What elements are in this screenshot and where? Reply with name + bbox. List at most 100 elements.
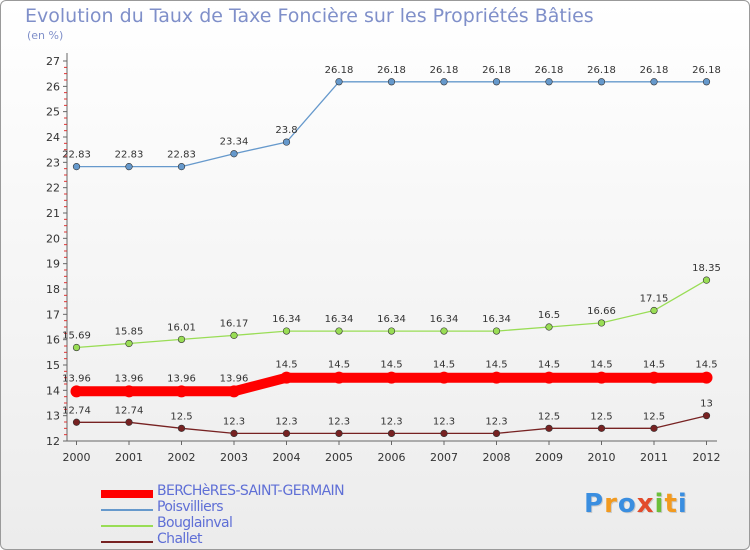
legend-swatch <box>101 525 153 527</box>
data-label-challet: 12.3 <box>485 416 507 427</box>
data-point-poisvilliers <box>230 150 238 158</box>
chart-title: Evolution du Taux de Taxe Foncière sur l… <box>25 5 594 27</box>
data-label-challet: 12.74 <box>62 405 91 416</box>
data-point-poisvilliers <box>125 163 133 171</box>
data-point-poisvilliers <box>492 78 501 86</box>
data-point-challet <box>282 429 291 438</box>
data-point-challet <box>492 429 501 438</box>
data-point-poisvilliers <box>702 78 711 86</box>
data-label-berch-res-saint-germain: 14.5 <box>590 360 612 371</box>
data-point-berch-res-saint-germain <box>280 371 293 384</box>
data-point-challet <box>72 418 81 426</box>
data-label-poisvilliers: 26.18 <box>377 65 406 76</box>
data-point-challet <box>440 429 448 438</box>
data-point-challet <box>545 424 553 432</box>
data-point-berch-res-saint-germain <box>543 371 555 384</box>
logo-letter: i <box>654 489 665 519</box>
logo-letter: o <box>617 489 637 519</box>
data-label-poisvilliers: 26.18 <box>482 65 511 76</box>
data-label-bouglainval: 16.66 <box>587 306 616 317</box>
data-label-bouglainval: 16.5 <box>538 310 560 321</box>
data-label-berch-res-saint-germain: 14.5 <box>380 360 402 371</box>
data-label-poisvilliers: 23.34 <box>220 137 249 148</box>
data-point-challet <box>335 429 343 438</box>
y-tick-label: 15 <box>46 359 60 372</box>
x-tick-label: 2007 <box>430 451 458 464</box>
data-label-poisvilliers: 26.18 <box>325 65 354 76</box>
data-label-poisvilliers: 22.83 <box>62 150 91 161</box>
legend-swatch <box>101 541 153 543</box>
x-tick-label: 2010 <box>588 451 616 464</box>
data-label-berch-res-saint-germain: 13.96 <box>115 373 144 384</box>
data-label-bouglainval: 16.34 <box>430 314 459 325</box>
data-point-challet <box>650 424 658 432</box>
data-point-challet <box>702 412 711 420</box>
x-tick-label: 2011 <box>640 451 668 464</box>
data-point-poisvilliers <box>650 78 658 86</box>
data-point-berch-res-saint-germain <box>385 371 398 384</box>
legend-swatch <box>101 509 153 511</box>
legend-label: BERCHèRES-SAINT-GERMAIN <box>157 483 345 499</box>
data-label-poisvilliers: 26.18 <box>587 65 616 76</box>
x-tick-label: 2012 <box>693 451 721 464</box>
data-point-berch-res-saint-germain <box>648 371 660 384</box>
legend-item-bouglainval: Bouglainval <box>101 515 421 533</box>
y-tick-label: 26 <box>46 80 60 93</box>
data-label-challet: 12.3 <box>433 416 455 427</box>
chart-subtitle: (en %) <box>27 29 64 42</box>
legend-label: Poisvilliers <box>157 499 224 515</box>
data-label-challet: 12.3 <box>223 416 245 427</box>
legend-item-poisvilliers: Poisvilliers <box>101 499 421 517</box>
data-point-berch-res-saint-germain <box>595 371 608 384</box>
legend-swatch <box>101 490 153 498</box>
data-point-berch-res-saint-germain <box>333 371 345 384</box>
data-point-challet <box>597 424 606 432</box>
data-point-challet <box>125 418 133 426</box>
data-label-bouglainval: 16.34 <box>325 314 354 325</box>
data-label-bouglainval: 15.85 <box>115 326 144 337</box>
logo-letter: r <box>604 489 618 519</box>
data-label-poisvilliers: 23.8 <box>275 125 297 136</box>
data-point-bouglainval <box>282 327 291 335</box>
y-tick-label: 16 <box>46 334 60 347</box>
data-label-berch-res-saint-germain: 13.96 <box>220 373 249 384</box>
data-label-bouglainval: 16.17 <box>220 318 249 329</box>
data-point-bouglainval <box>177 335 186 344</box>
data-label-berch-res-saint-germain: 14.5 <box>275 360 297 371</box>
data-point-berch-res-saint-germain <box>175 385 188 398</box>
data-point-bouglainval <box>387 327 396 335</box>
data-label-poisvilliers: 22.83 <box>167 150 196 161</box>
x-tick-label: 2006 <box>378 451 406 464</box>
data-label-berch-res-saint-germain: 13.96 <box>62 373 91 384</box>
y-tick-label: 25 <box>46 106 60 119</box>
data-label-challet: 12.5 <box>590 411 612 422</box>
data-label-berch-res-saint-germain: 14.5 <box>538 360 560 371</box>
data-point-bouglainval <box>72 343 81 352</box>
y-tick-label: 13 <box>46 410 60 423</box>
data-point-poisvilliers <box>440 78 448 86</box>
x-tick-label: 2000 <box>63 451 91 464</box>
data-point-berch-res-saint-germain <box>490 371 503 384</box>
x-tick-label: 2005 <box>325 451 353 464</box>
data-label-bouglainval: 16.34 <box>482 314 511 325</box>
logo-letter: x <box>636 489 655 519</box>
y-tick-label: 14 <box>46 384 60 397</box>
logo-letter: P <box>584 489 605 519</box>
data-point-challet <box>387 429 396 438</box>
data-point-bouglainval <box>335 327 343 335</box>
data-label-berch-res-saint-germain: 14.5 <box>433 360 455 371</box>
data-point-poisvilliers <box>282 138 291 146</box>
data-point-poisvilliers <box>177 163 186 171</box>
legend-item-challet: Challet <box>101 531 421 549</box>
x-tick-label: 2003 <box>220 451 248 464</box>
y-tick-label: 17 <box>46 308 60 321</box>
data-label-bouglainval: 16.01 <box>167 322 196 333</box>
data-point-bouglainval <box>545 323 553 331</box>
data-point-berch-res-saint-germain <box>228 385 240 398</box>
x-tick-label: 2002 <box>168 451 196 464</box>
axes: 12 13 14 15 16 17 18 19 20 21 22 23 24 25 26 27 2000 2001… <box>46 53 721 464</box>
data-label-berch-res-saint-germain: 14.5 <box>485 360 507 371</box>
data-label-challet: 12.3 <box>275 416 297 427</box>
data-point-bouglainval <box>230 331 238 339</box>
data-label-bouglainval: 15.69 <box>62 331 91 342</box>
